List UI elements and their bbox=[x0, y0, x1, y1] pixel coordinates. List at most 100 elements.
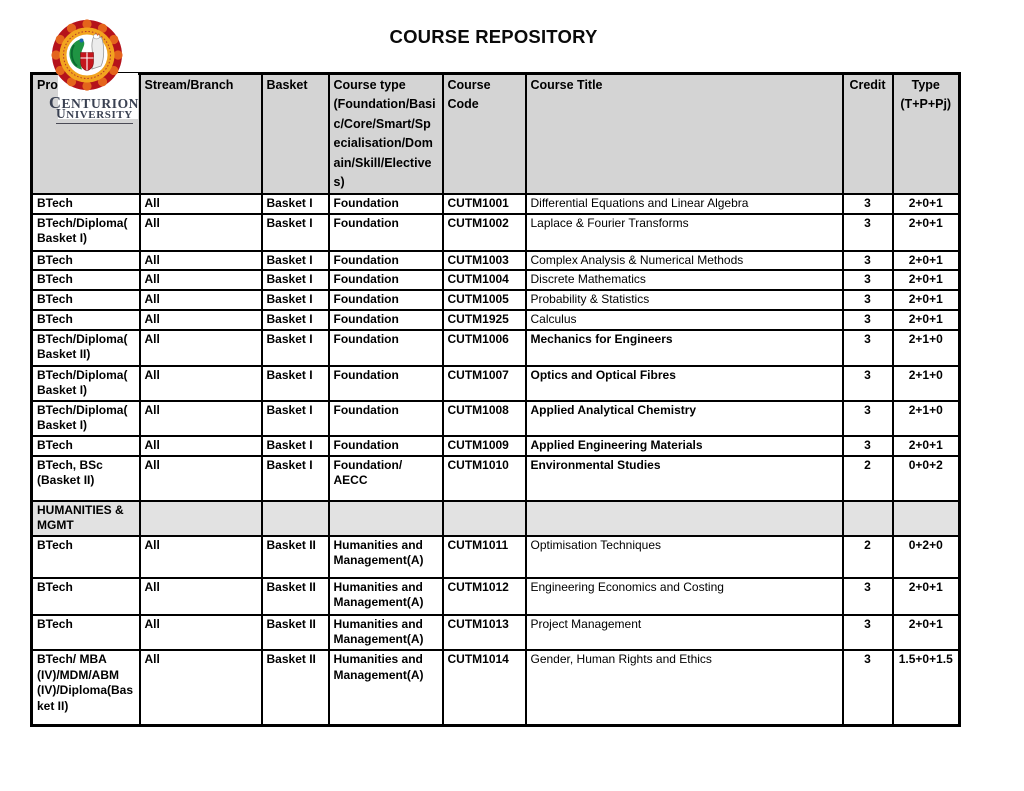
course-row: BTech/ MBA (IV)/MDM/ABM (IV)/Diploma(Bas… bbox=[30, 648, 961, 727]
course-row: BTech All Basket II Humanities and Manageme… bbox=[30, 613, 961, 651]
cell-program: BTech, BSc (Basket II) bbox=[30, 454, 141, 502]
cell-course-type: Humanities and Management(A) bbox=[327, 648, 444, 727]
cell-basket: Basket II bbox=[260, 534, 330, 579]
cell-program: BTech bbox=[30, 576, 141, 616]
cell-program: BTech bbox=[30, 193, 141, 215]
cell-program: BTech/ MBA (IV)/MDM/ABM (IV)/Diploma(Bas… bbox=[30, 648, 141, 727]
cell-course-code: CUTM1008 bbox=[441, 399, 527, 438]
cell-course-code: CUTM1001 bbox=[441, 193, 527, 215]
cell-course-code: CUTM1011 bbox=[441, 534, 527, 579]
cell-basket: Basket I bbox=[260, 289, 330, 311]
cell-program: BTech/Diploma(Basket I) bbox=[30, 399, 141, 438]
cell-course-type: Foundation bbox=[327, 308, 444, 331]
cell-course-code: CUTM1013 bbox=[441, 613, 527, 651]
cell-credit: 3 bbox=[841, 648, 894, 727]
cell-course-type: Foundation bbox=[327, 364, 444, 402]
cell-type: 2+0+1 bbox=[891, 269, 961, 292]
cell-course-type: Foundation bbox=[327, 212, 444, 252]
cell-stream-branch: All bbox=[138, 249, 263, 272]
cell-credit: 2 bbox=[841, 454, 894, 502]
section-empty-cell bbox=[841, 499, 894, 537]
section-empty-cell bbox=[138, 499, 263, 537]
cell-course-type: Humanities and Management(A) bbox=[327, 534, 444, 579]
cell-stream-branch: All bbox=[138, 399, 263, 438]
course-row: BTech/Diploma(Basket I) All Basket I Founda… bbox=[30, 399, 961, 438]
cell-credit: 3 bbox=[841, 435, 894, 457]
cell-credit: 3 bbox=[841, 613, 894, 651]
cell-type: 2+1+0 bbox=[891, 328, 961, 367]
cell-type: 2+1+0 bbox=[891, 399, 961, 438]
course-row: BTech All Basket II Humanities and Manageme… bbox=[30, 534, 961, 579]
cell-basket: Basket I bbox=[260, 435, 330, 457]
section-row: HUMANITIES & MGMT bbox=[30, 499, 961, 537]
logo-text-university: UNIVERSITY bbox=[56, 106, 133, 124]
cell-course-code: CUTM1005 bbox=[441, 289, 527, 311]
cell-basket: Basket I bbox=[260, 454, 330, 502]
header-row: Program Stream/Branch Basket Course type… bbox=[30, 72, 961, 196]
course-row: BTech All Basket I Foundation CUTM1925 Calcul… bbox=[30, 308, 961, 331]
cell-course-code: CUTM1014 bbox=[441, 648, 527, 727]
header-stream-branch: Stream/Branch bbox=[138, 72, 263, 196]
cell-stream-branch: All bbox=[138, 269, 263, 292]
cell-credit: 3 bbox=[841, 289, 894, 311]
cell-program: BTech bbox=[30, 289, 141, 311]
cell-stream-branch: All bbox=[138, 534, 263, 579]
cell-basket: Basket I bbox=[260, 212, 330, 252]
cell-course-type: Foundation bbox=[327, 193, 444, 215]
cell-course-code: CUTM1007 bbox=[441, 364, 527, 402]
section-empty-cell bbox=[260, 499, 330, 537]
cell-course-type: Humanities and Management(A) bbox=[327, 576, 444, 616]
cell-stream-branch: All bbox=[138, 613, 263, 651]
cell-program: BTech bbox=[30, 534, 141, 579]
cell-basket: Basket I bbox=[260, 308, 330, 331]
cell-basket: Basket II bbox=[260, 648, 330, 727]
cell-type: 0+2+0 bbox=[891, 534, 961, 579]
cell-basket: Basket II bbox=[260, 613, 330, 651]
cell-course-code: CUTM1002 bbox=[441, 212, 527, 252]
cell-course-type: Foundation bbox=[327, 435, 444, 457]
page-title: COURSE REPOSITORY bbox=[389, 26, 598, 47]
cell-stream-branch: All bbox=[138, 193, 263, 215]
cell-stream-branch: All bbox=[138, 289, 263, 311]
course-row: BTech All Basket II Humanities and Manageme… bbox=[30, 576, 961, 616]
course-row: BTech/Diploma(Basket I) All Basket I Founda… bbox=[30, 364, 961, 402]
cell-course-title: Discrete Mathematics bbox=[524, 269, 844, 292]
course-row: BTech/Diploma(Basket II) All Basket I Found… bbox=[30, 328, 961, 367]
header-course-type: Course type (Foundation/Basic/Core/Smart… bbox=[327, 72, 444, 196]
section-label: HUMANITIES & MGMT bbox=[30, 499, 141, 537]
section-empty-cell bbox=[327, 499, 444, 537]
cell-course-title: Optimisation Techniques bbox=[524, 534, 844, 579]
cell-basket: Basket I bbox=[260, 249, 330, 272]
cell-program: BTech/Diploma(Basket I) bbox=[30, 212, 141, 252]
cell-type: 2+0+1 bbox=[891, 249, 961, 272]
course-row: BTech All Basket I Foundation CUTM1003 Comple… bbox=[30, 249, 961, 272]
header-course-code: Course Code bbox=[441, 72, 527, 196]
course-row: BTech All Basket I Foundation CUTM1005 Probab… bbox=[30, 289, 961, 311]
cell-course-title: Gender, Human Rights and Ethics bbox=[524, 648, 844, 727]
course-row: BTech All Basket I Foundation CUTM1004 Discre… bbox=[30, 269, 961, 292]
cell-credit: 3 bbox=[841, 308, 894, 331]
cell-type: 2+0+1 bbox=[891, 212, 961, 252]
cell-program: BTech/Diploma(Basket I) bbox=[30, 364, 141, 402]
cell-course-title: Applied Engineering Materials bbox=[524, 435, 844, 457]
cell-type: 2+0+1 bbox=[891, 613, 961, 651]
cell-course-type: Foundation bbox=[327, 249, 444, 272]
cell-credit: 3 bbox=[841, 249, 894, 272]
cell-stream-branch: All bbox=[138, 648, 263, 727]
cell-stream-branch: All bbox=[138, 328, 263, 367]
cell-credit: 3 bbox=[841, 576, 894, 616]
course-repository-table: Program Stream/Branch Basket Course type… bbox=[30, 72, 961, 728]
cell-course-code: CUTM1010 bbox=[441, 454, 527, 502]
university-emblem-icon bbox=[51, 19, 123, 91]
header-type: Type (T+P+Pj) bbox=[891, 72, 961, 196]
cell-course-title: Optics and Optical Fibres bbox=[524, 364, 844, 402]
cell-course-title: Calculus bbox=[524, 308, 844, 331]
cell-program: BTech/Diploma(Basket II) bbox=[30, 328, 141, 367]
cell-course-type: Foundation/ AECC bbox=[327, 454, 444, 502]
cell-credit: 3 bbox=[841, 212, 894, 252]
cell-type: 2+0+1 bbox=[891, 308, 961, 331]
header-basket: Basket bbox=[260, 72, 330, 196]
cell-course-code: CUTM1003 bbox=[441, 249, 527, 272]
header-course-title: Course Title bbox=[524, 72, 844, 196]
cell-type: 2+0+1 bbox=[891, 435, 961, 457]
